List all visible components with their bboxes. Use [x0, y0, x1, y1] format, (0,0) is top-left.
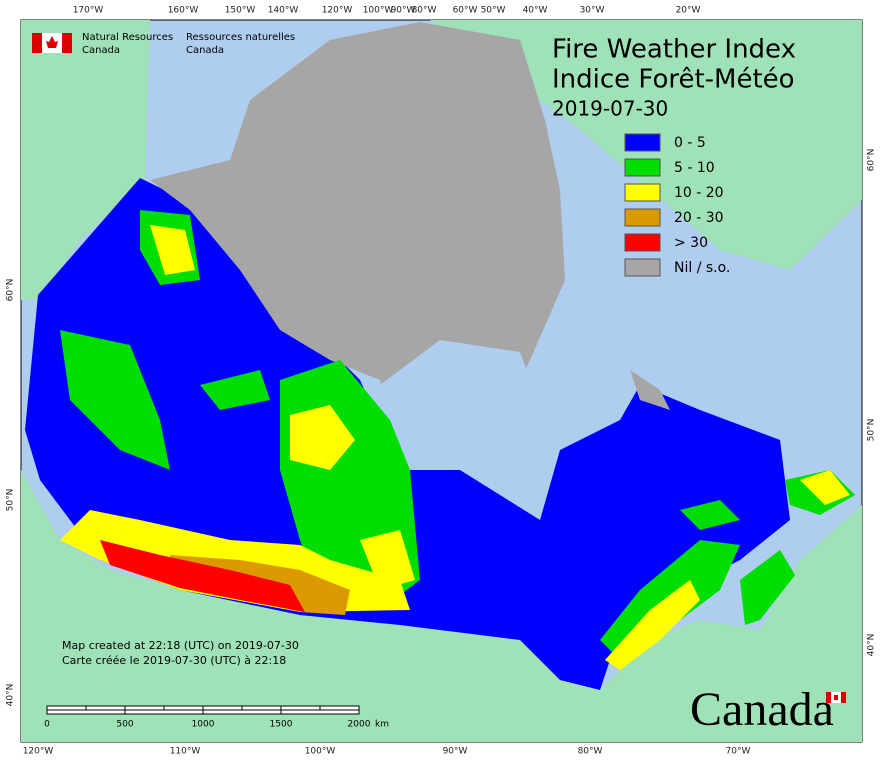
graticule-label: 50°W	[481, 6, 506, 16]
scale-segment	[202, 709, 282, 715]
agency-en: Canada	[82, 45, 120, 56]
agency-en: Natural Resources	[82, 32, 173, 43]
graticule-label: 40°N	[867, 634, 877, 657]
maple-leaf	[46, 36, 58, 48]
legend-label: 0 - 5	[674, 135, 706, 151]
legend-label: 5 - 10	[674, 160, 715, 176]
date: 2019-07-30	[552, 97, 668, 121]
canada-wordmark: Canada	[690, 683, 834, 736]
scale-segment	[163, 705, 204, 711]
graticule-label: 80°W	[412, 6, 437, 16]
scale-segment	[280, 709, 360, 715]
legend-label: 20 - 30	[674, 210, 724, 226]
graticule-label: 70°W	[726, 747, 751, 757]
region	[200, 370, 270, 410]
graticule-label: 170°W	[73, 6, 104, 16]
credit: Map created at 22:18 (UTC) on 2019-07-30	[62, 639, 299, 652]
graticule-label: 60°N	[6, 279, 16, 302]
graticule-label: 40°W	[523, 6, 548, 16]
legend-swatch	[624, 233, 661, 252]
scale-segment	[202, 705, 243, 711]
scale-segment	[46, 709, 126, 715]
legend-swatch	[624, 258, 661, 277]
region	[60, 330, 170, 470]
scale-segment	[46, 705, 87, 711]
title-fr: Indice Forêt-Météo	[552, 65, 795, 95]
graticule-label: 40°N	[6, 684, 16, 707]
scale-segment	[124, 709, 204, 715]
scale-label: 500	[116, 720, 133, 730]
graticule-label: 120°W	[23, 747, 54, 757]
graticule-label: 50°N	[6, 489, 16, 512]
graticule-label: 150°W	[225, 6, 256, 16]
graticule-labels: 170°W 160°W 150°W 140°W 120°W 100°W90°W80°W 60…	[6, 6, 877, 757]
legend-label: > 30	[674, 235, 708, 251]
region	[150, 225, 195, 275]
graticule-label: 90°W	[391, 6, 416, 16]
region	[605, 580, 700, 670]
scale-segment	[280, 705, 321, 711]
scale-label: 2000	[348, 720, 371, 730]
graticule-label: 50°N	[867, 419, 877, 442]
graticule-label: 120°W	[322, 6, 353, 16]
maple-leaf	[834, 695, 838, 700]
flag-bar	[62, 33, 72, 53]
region	[630, 370, 670, 410]
scale-bar: 0 500 1000 1500 2000 km	[44, 705, 389, 730]
graticule-label: 110°W	[170, 747, 201, 757]
scale-unit: km	[375, 720, 389, 730]
graticule-label: 60°W	[453, 6, 478, 16]
graticule-label: 100°W	[363, 6, 394, 16]
wordmark-flag	[826, 692, 846, 703]
scale-label: 1000	[192, 720, 215, 730]
credit: Carte créée le 2019-07-30 (UTC) à 22:18	[62, 654, 286, 667]
alaska	[21, 20, 150, 300]
region	[680, 500, 740, 530]
region	[100, 540, 305, 612]
graticule-label: 20°W	[676, 6, 701, 16]
graticule-label: 60°N	[867, 149, 877, 172]
graticule-label: 160°W	[168, 6, 199, 16]
legend-swatch	[624, 158, 661, 177]
scale-segment	[85, 705, 126, 711]
graticule-label: 80°W	[578, 747, 603, 757]
graticule-label: 30°W	[580, 6, 605, 16]
united-states	[21, 470, 862, 742]
graticule-label: 140°W	[268, 6, 299, 16]
region	[740, 550, 795, 625]
flag-bar	[826, 692, 831, 703]
fwi-regions	[25, 22, 855, 690]
legend: 0 - 5 5 - 10 10 - 20 20 - 30 > 30 Nil / s.o.	[624, 133, 730, 277]
scale-segment	[241, 705, 282, 711]
legend-label: 10 - 20	[674, 185, 724, 201]
legend-swatch	[624, 208, 661, 227]
legend-swatch	[624, 133, 661, 152]
scale-segment	[124, 705, 165, 711]
agency-fr: Ressources naturelles	[186, 32, 295, 43]
scale-label: 0	[44, 720, 50, 730]
nrcan-logo: Natural Resources Canada Ressources natu…	[32, 32, 295, 56]
scale-segment	[319, 705, 360, 711]
graticule-label: 100°W	[305, 747, 336, 757]
flag-bar	[841, 692, 846, 703]
graticule-label: 90°W	[443, 747, 468, 757]
region	[800, 470, 850, 505]
scale-label: 1500	[270, 720, 293, 730]
hudson-bay	[380, 340, 545, 500]
agency-fr: Canada	[186, 45, 224, 56]
region	[360, 530, 415, 590]
title: Fire Weather Index	[552, 35, 796, 65]
flag-bar	[32, 33, 42, 53]
legend-swatch	[624, 183, 661, 202]
legend-label: Nil / s.o.	[674, 260, 730, 276]
region	[290, 405, 355, 470]
